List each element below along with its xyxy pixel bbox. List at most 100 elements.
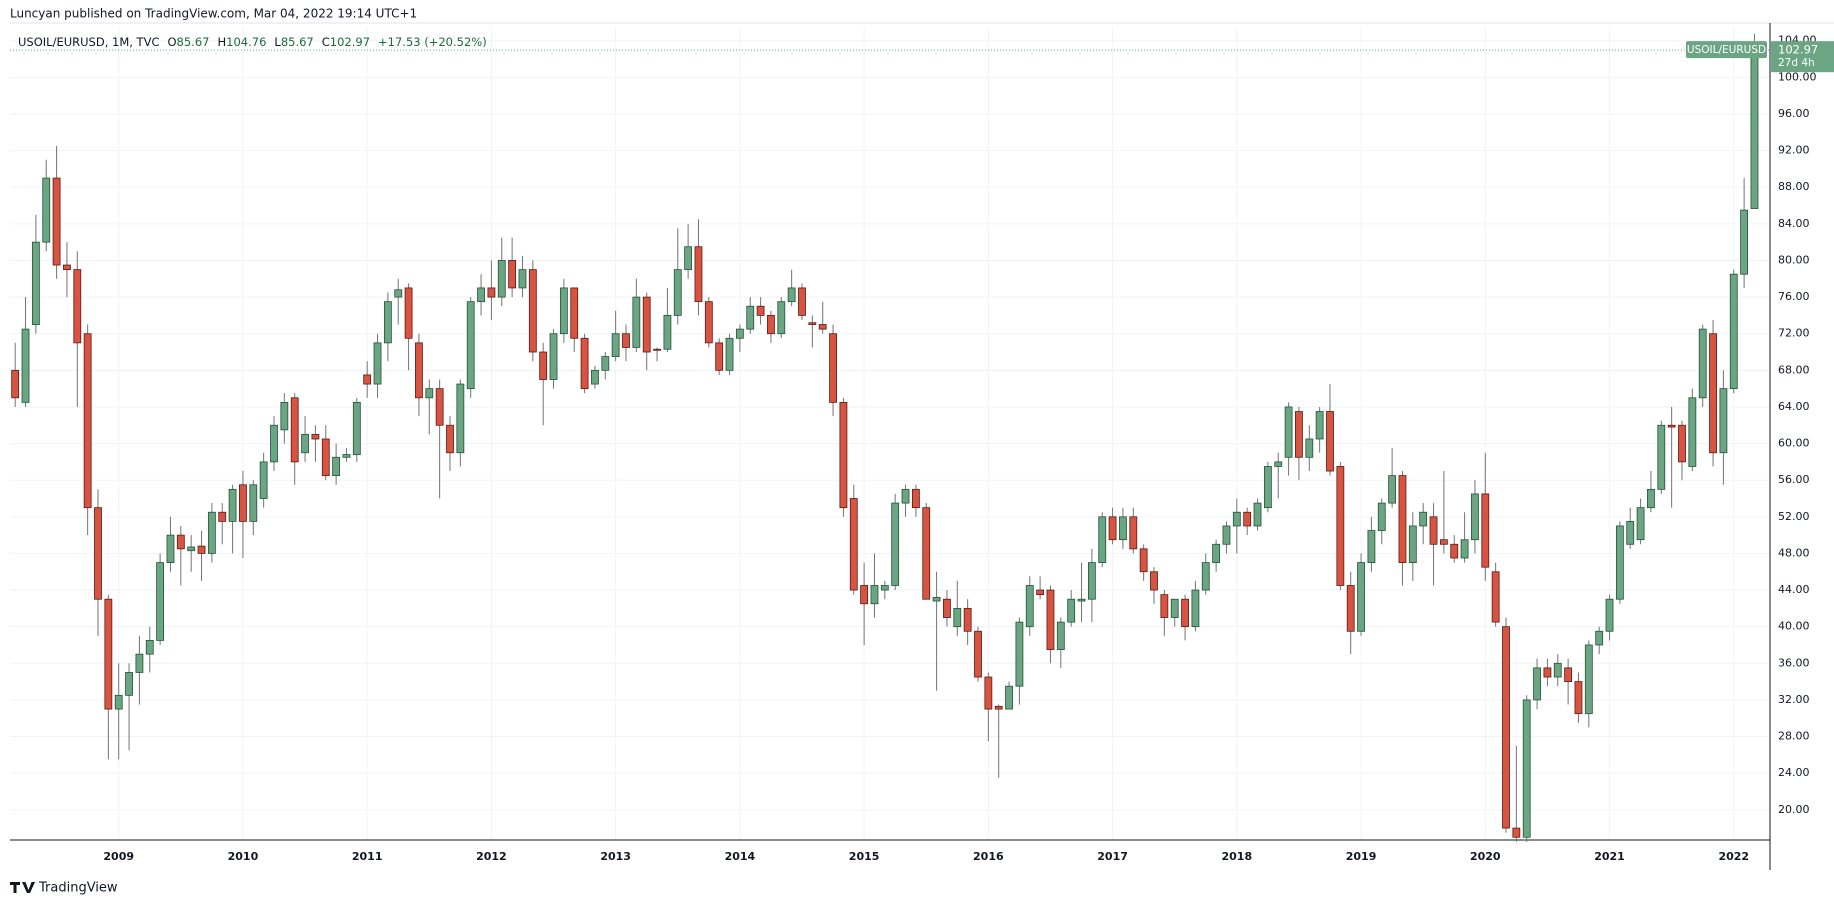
publish-header: Luncyan published on TradingView.com, Ma…	[10, 7, 417, 21]
candle-body	[1429, 516, 1438, 545]
x-tick-label: 2022	[1718, 850, 1749, 863]
candle-body	[1481, 493, 1490, 568]
candle-body	[114, 694, 123, 710]
candle-body	[1274, 461, 1283, 467]
y-tick-label: 64.00	[1778, 400, 1810, 413]
y-tick-label: 80.00	[1778, 253, 1810, 266]
symbol-tag	[1686, 41, 1767, 59]
y-tick-label: 36.00	[1778, 656, 1810, 669]
candle-body	[332, 456, 341, 477]
legend-key: C	[322, 35, 330, 49]
x-tick-label: 2016	[973, 850, 1004, 863]
legend: USOIL/EURUSD, 1M, TVC O85.67 H104.76 L85.67…	[18, 35, 487, 49]
candle-body	[694, 246, 703, 303]
candle-body	[1615, 525, 1624, 600]
candle-body	[974, 630, 982, 678]
candle-body	[1346, 585, 1355, 632]
y-tick-label: 96.00	[1778, 107, 1810, 120]
candle-body	[425, 388, 434, 399]
candle-body	[684, 246, 693, 271]
candle-body	[746, 305, 755, 330]
candle-body	[818, 324, 827, 330]
y-tick-label: 72.00	[1778, 327, 1810, 340]
candle-body	[911, 488, 920, 509]
candle-body	[166, 534, 175, 563]
candle-body	[653, 348, 661, 351]
candle-body	[1388, 475, 1397, 504]
candle-body	[301, 434, 309, 454]
candle-body	[1450, 543, 1459, 559]
candle-body	[1595, 630, 1604, 646]
y-tick-label: 20.00	[1778, 803, 1810, 816]
candle-body	[1729, 273, 1738, 390]
candle-body	[1522, 699, 1531, 838]
y-tick-label: 100.00	[1778, 70, 1817, 83]
candle-body	[415, 342, 423, 399]
candle-body	[570, 287, 579, 339]
candle-body	[135, 653, 144, 673]
candle-body	[1036, 589, 1045, 596]
candle-body	[176, 534, 185, 550]
branding-text: TradingView	[38, 881, 118, 896]
candle-body	[1015, 621, 1024, 687]
candle-body	[311, 434, 320, 440]
candle-body	[1181, 598, 1189, 628]
candle-body	[1553, 662, 1562, 678]
candle-body	[290, 397, 299, 463]
candle-body	[1201, 562, 1210, 591]
x-tick-label: 2019	[1346, 850, 1377, 863]
candle-body	[1087, 562, 1096, 600]
candle-body	[1543, 667, 1552, 678]
candle-body	[715, 342, 724, 371]
candle-body	[218, 511, 227, 522]
candle-body	[984, 676, 993, 710]
candle-body	[963, 607, 972, 632]
candle-body	[1150, 571, 1158, 591]
candle-body	[1657, 424, 1666, 490]
candle-body	[839, 401, 848, 509]
candle-body	[632, 296, 641, 348]
candle-body	[767, 314, 775, 335]
candle-body	[953, 607, 962, 628]
y-tick-label: 32.00	[1778, 693, 1810, 706]
candle-body	[1129, 516, 1138, 550]
candle-body	[663, 314, 672, 350]
x-tick-label: 2015	[849, 850, 880, 863]
candle-body	[1647, 488, 1655, 509]
branding: TradingView	[10, 881, 118, 896]
candle-body	[735, 328, 744, 339]
candle-body	[1408, 525, 1417, 563]
symbol-tag-text: USOIL/EURUSD	[1687, 44, 1766, 56]
x-tick-label: 2017	[1097, 850, 1128, 863]
candle-body	[363, 374, 372, 385]
candle-body	[352, 401, 361, 455]
legend-value: 104.76	[226, 35, 266, 49]
candle-body	[943, 598, 951, 618]
candle-body	[83, 333, 92, 509]
x-tick-label: 2014	[725, 850, 756, 863]
y-tick-label: 88.00	[1778, 180, 1810, 193]
candle-body	[197, 545, 206, 554]
candle-body	[1439, 539, 1448, 545]
candle-body	[394, 289, 403, 298]
candle-body	[1626, 520, 1635, 545]
legend-key: L	[274, 35, 281, 49]
candle-body	[1636, 507, 1645, 541]
legend-change: +17.53 (+20.52%)	[378, 35, 487, 49]
x-tick-label: 2021	[1594, 850, 1625, 863]
y-tick-label: 84.00	[1778, 217, 1810, 230]
y-tick-label: 24.00	[1778, 766, 1810, 779]
y-tick-label: 56.00	[1778, 473, 1810, 486]
legend-key: O	[167, 35, 176, 49]
y-tick-label: 92.00	[1778, 144, 1810, 157]
candle-body	[1326, 411, 1334, 472]
candle-body	[1263, 466, 1272, 509]
plot-area: 20.00 24.00 28.00 32.00 36.00 40.00 44.00 48.00…	[10, 22, 1834, 870]
candle-body	[477, 287, 485, 303]
price-tag-countdown: 27d 4h	[1778, 57, 1815, 69]
x-tick-label: 2010	[228, 850, 259, 863]
candle-body	[342, 454, 351, 458]
y-tick-label: 48.00	[1778, 546, 1810, 559]
candle-body	[1108, 516, 1117, 541]
candle-body	[239, 484, 247, 522]
